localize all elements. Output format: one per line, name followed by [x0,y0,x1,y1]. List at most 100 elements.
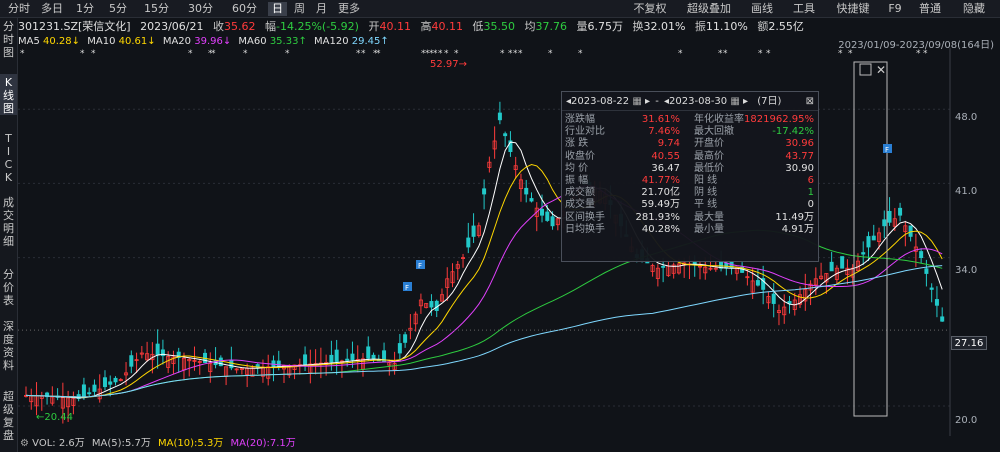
popup-left-value: 59.49万 [641,199,680,211]
popup-left-label: 行业对比 [565,126,605,138]
candle-body [229,359,234,369]
candle-body [924,268,929,274]
candle-body [671,264,676,274]
side-tab-5[interactable]: 深度资料 [0,318,17,372]
star-marker: * [444,49,449,59]
period-tab-7[interactable]: 日 [268,2,287,16]
popup-left-label: 成交量 [565,199,595,211]
ma5-label: MA5 [18,36,40,47]
popup-right-value: 43.77 [785,150,814,162]
popup-start-date[interactable]: 2023-08-22 [571,96,630,107]
candle-body [276,360,281,367]
period-tab-10[interactable]: 更多 [338,2,360,15]
toolbar-item-6[interactable]: 普通 [919,2,941,15]
candle-body [455,264,460,269]
popup-right-value: 4.91万 [781,223,814,235]
candle-body [650,265,655,272]
side-tab-3[interactable]: 成交明细 [0,194,17,248]
popup-left-label: 区间换手 [565,211,605,223]
star-marker: * [91,49,96,59]
candle-body [145,353,150,361]
candle-body [834,267,839,280]
candle-body [160,349,165,357]
period-tab-2[interactable]: 1分 [76,2,94,15]
settings-icon[interactable]: ⚙ [20,438,29,449]
toolbar-item-5[interactable]: F9 [888,2,902,15]
candle-body [92,384,97,392]
toolbar-item-4[interactable]: 快捷键 [836,2,870,15]
star-marker: * [500,49,505,59]
candle-body [676,263,681,274]
toolbar-item-0[interactable]: 不复权 [633,2,667,15]
period-tab-5[interactable]: 30分 [188,2,213,15]
candle-body [418,299,423,307]
star-marker: * [421,49,426,59]
candle-body [934,299,939,306]
period-tab-9[interactable]: 月 [316,2,327,15]
toolbar-item-2[interactable]: 画线 [751,2,773,15]
popup-right-label: 阴 线 [694,187,718,199]
candle-body [882,219,887,227]
popup-next-icon[interactable]: ▸ [644,96,651,107]
candle-body [877,232,882,242]
amplitude-label: 振 [694,20,706,33]
star-marker: * [373,49,378,59]
calendar-icon[interactable]: ▦ [632,96,642,107]
candle-body [118,379,123,382]
ma20-label: MA20 [162,36,192,47]
side-tab-char: I [6,145,11,158]
popup-right-label: 平 线 [694,199,718,211]
star-marker: * [433,49,438,59]
candle-body [66,397,71,408]
period-tab-8[interactable]: 周 [294,2,305,15]
period-tab-3[interactable]: 5分 [109,2,127,15]
popup-prev-icon[interactable]: ◂ [566,96,572,107]
candle-body [429,301,434,308]
candle-body [397,343,402,354]
popup-right-label: 最高价 [694,150,724,162]
close-value: 35.62 [224,20,256,33]
popup-prev-icon-2[interactable]: ◂ [664,96,670,107]
candle-body [903,225,908,233]
popup-left-value: 21.70亿 [641,187,680,199]
candle-body [439,294,444,302]
popup-next-icon-2[interactable]: ▸ [742,96,749,107]
popup-header: ◂2023-08-22 ▦ ▸ - ◂2023-08-30 ▦ ▸ (7日) ⊠ [562,92,818,111]
candle-body [776,310,781,314]
vol-value: 2.6万 [58,438,85,449]
candle-body [782,306,787,316]
candle-body [655,267,660,279]
calendar-icon-2[interactable]: ▦ [730,96,740,107]
star-marker: * [243,49,248,59]
toolbar-item-3[interactable]: 工具 [793,2,815,15]
ma20-value: 39.96↓ [194,36,232,47]
popup-left-label: 振 幅 [565,175,589,186]
event-badge-label: F [405,284,409,292]
amount-label: 额 [757,20,769,33]
star-marker: * [20,49,25,59]
side-tab-6[interactable]: 超级复盘 [0,388,17,442]
volume-label: 量 [576,20,588,33]
toolbar-item-7[interactable]: 隐藏 [963,2,985,15]
side-tab-char: 交 [3,209,14,222]
period-tab-4[interactable]: 15分 [144,2,169,15]
candle-body [919,251,924,259]
star-marker: * [723,49,728,59]
toolbar-item-1[interactable]: 超级叠加 [687,2,731,15]
period-tab-0[interactable]: 分时 [8,2,30,15]
period-tab-1[interactable]: 多日 [41,2,63,15]
side-tab-0[interactable]: 分时图 [0,18,17,59]
candle-body [155,343,160,356]
popup-right-label: 年化收益率 [694,114,744,125]
candle-body [871,235,876,241]
side-tab-4[interactable]: 分价表 [0,266,17,307]
axis-label-48: 48.0 [955,112,978,123]
period-tab-6[interactable]: 60分 [232,2,257,15]
close-icon[interactable]: ⊠ [805,96,814,107]
high-label: 高 [420,20,432,33]
axis-label-41: 41.0 [955,186,978,197]
popup-end-date[interactable]: 2023-08-30 [669,96,728,107]
